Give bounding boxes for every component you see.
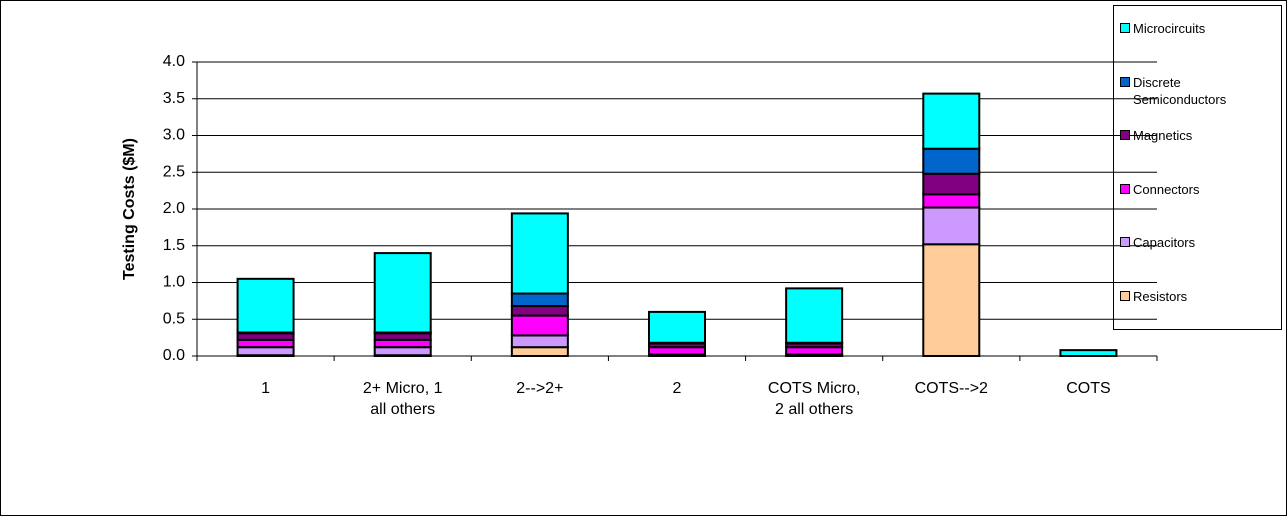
bar-segment xyxy=(1059,349,1118,357)
legend-box xyxy=(1113,5,1282,330)
bar-segment xyxy=(510,305,569,317)
legend-label: Magnetics xyxy=(1133,128,1193,144)
bar-segment xyxy=(922,172,981,196)
legend-label: Connectors xyxy=(1133,181,1200,197)
bar-segment xyxy=(785,287,844,344)
bar-segment xyxy=(922,147,981,175)
y-axis-title: Testing Costs ($M) xyxy=(121,138,138,280)
x-tick-label: COTS-->2 xyxy=(914,380,988,397)
legend-label: Capacitors xyxy=(1133,235,1196,251)
legend-label: Discrete Semiconductors xyxy=(1133,74,1227,107)
legend-swatch xyxy=(1120,130,1130,141)
bar-segment xyxy=(510,334,569,349)
bar-segment xyxy=(236,346,295,357)
bar-segment xyxy=(510,292,569,308)
bar-segment xyxy=(373,252,432,334)
bar-segment xyxy=(373,338,432,349)
y-tick-label: 4.0 xyxy=(163,53,185,70)
legend-label: Resistors xyxy=(1133,289,1188,304)
legend-swatch xyxy=(1120,291,1130,301)
bar-segment xyxy=(648,346,706,356)
y-tick-label: 0.5 xyxy=(163,310,185,327)
bar-segment xyxy=(648,310,706,344)
y-tick-label: 0.0 xyxy=(163,347,185,364)
bar-segment xyxy=(510,314,569,337)
x-tick-label: 1 xyxy=(261,380,271,397)
bar-segment xyxy=(236,277,295,334)
bar-segment xyxy=(785,346,844,356)
x-tick-label: COTS xyxy=(1066,380,1111,397)
bar-segment xyxy=(922,243,981,357)
bar-segment xyxy=(922,92,981,150)
legend-swatch xyxy=(1120,23,1130,33)
bar-segment xyxy=(510,346,569,357)
y-tick-label: 1.5 xyxy=(163,237,185,254)
y-tick-label: 1.0 xyxy=(163,274,185,291)
x-tick-label: COTS Micro, 2 all others xyxy=(767,380,861,418)
y-tick-label: 3.5 xyxy=(163,90,185,107)
x-tick-label: 2 xyxy=(672,380,682,397)
y-tick-label: 2.5 xyxy=(163,163,185,180)
x-tick-label: 2-->2+ xyxy=(516,380,564,397)
x-tick-label: 2+ Micro, 1 all others xyxy=(362,380,443,418)
bar-segment xyxy=(373,346,432,357)
y-tick-label: 2.0 xyxy=(163,200,185,217)
bar-segment xyxy=(922,193,981,209)
y-tick-label: 3.0 xyxy=(163,127,185,144)
legend-label: Microcircuits xyxy=(1133,21,1206,36)
legend-swatch xyxy=(1120,237,1130,248)
legend-swatch xyxy=(1120,183,1130,194)
bar-segment xyxy=(236,338,295,349)
legend-swatch xyxy=(1120,76,1130,87)
bar-segment xyxy=(510,212,569,295)
bar-segment xyxy=(922,206,981,246)
